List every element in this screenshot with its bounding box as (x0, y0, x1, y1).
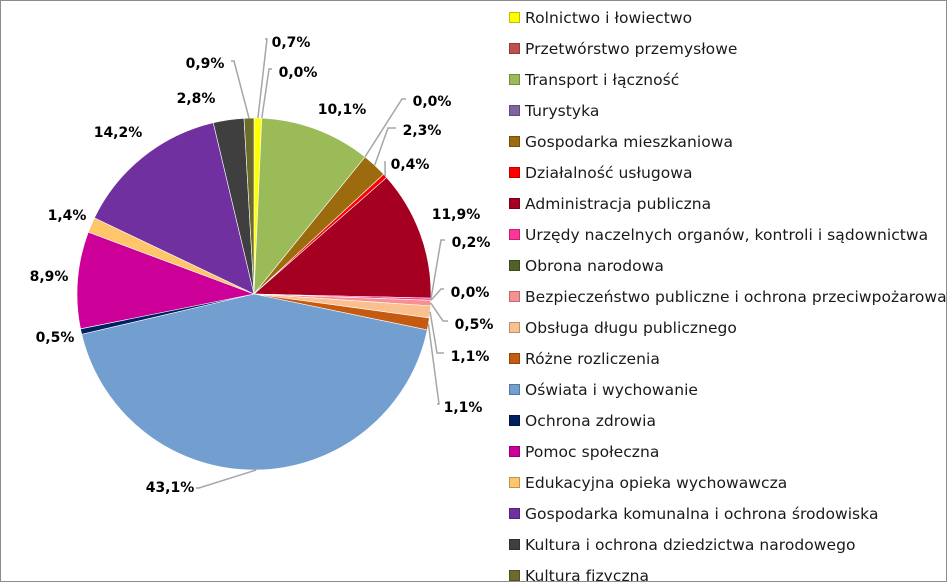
legend-swatch (509, 353, 520, 364)
legend-item: Ochrona zdrowia (509, 405, 946, 436)
legend-swatch (509, 167, 520, 178)
legend-swatch (509, 446, 520, 457)
legend-item: Kultura i ochrona dziedzictwa narodowego (509, 529, 946, 560)
legend-item: Obsługa długu publicznego (509, 312, 946, 343)
data-label: 0,2% (452, 235, 491, 251)
leader-line (384, 161, 386, 176)
legend-item: Rolnictwo i łowiectwo (509, 2, 946, 33)
data-label: 0,0% (279, 65, 318, 81)
legend-label: Pomoc społeczna (525, 442, 660, 461)
legend-swatch (509, 322, 520, 333)
data-label: 0,7% (272, 35, 311, 51)
legend-label: Działalność usługowa (525, 163, 693, 182)
legend-item: Obrona narodowa (509, 250, 946, 281)
data-label: 11,9% (432, 207, 481, 223)
leader-line (429, 311, 444, 354)
leader-line (430, 302, 448, 322)
data-label: 1,1% (444, 400, 483, 416)
legend-label: Ochrona zdrowia (525, 411, 657, 430)
legend-swatch (509, 260, 520, 271)
leader-line (261, 68, 272, 119)
pie-slices (76, 117, 432, 471)
legend-label: Administracja publiczna (525, 194, 712, 213)
legend-item: Administracja publiczna (509, 188, 946, 219)
legend-label: Turystyka (525, 101, 600, 120)
data-label: 2,3% (403, 123, 442, 139)
leader-line (430, 288, 444, 301)
data-label: 2,8% (177, 91, 216, 107)
data-label: 43,1% (146, 480, 195, 496)
legend-swatch (509, 508, 520, 519)
legend-label: Oświata i wychowanie (525, 380, 699, 399)
legend-item: Różne rozliczenia (509, 343, 946, 374)
legend-item: Bezpieczeństwo publiczne i ochrona przec… (509, 281, 946, 312)
legend-item: Przetwórstwo przemysłowe (509, 33, 946, 64)
legend-label: Urzędy naczelnych organów, kontroli i są… (525, 225, 929, 244)
leader-line (427, 323, 440, 405)
pie-slice (81, 293, 428, 471)
pie-slice (253, 117, 366, 295)
legend-swatch (509, 291, 520, 302)
legend-label: Gospodarka mieszkaniowa (525, 132, 734, 151)
data-labels: 0,7% 0,0% 10,1% 0,0% 2,3% 0,4% 11,9% 0,2% 0,0% 0,… (30, 35, 494, 496)
data-label: 0,9% (186, 56, 225, 72)
data-label: 10,1% (318, 102, 367, 118)
leader-line (430, 239, 445, 300)
pie-slice (76, 231, 256, 330)
legend-item: Kultura fizyczna (509, 560, 946, 582)
data-label: 0,0% (413, 94, 452, 110)
data-label: 1,4% (48, 208, 87, 224)
legend-label: Kultura fizyczna (525, 566, 650, 582)
legend-item: Gospodarka mieszkaniowa (509, 126, 946, 157)
leader-line (231, 60, 250, 119)
data-label: 14,2% (94, 125, 143, 141)
leader-line (364, 98, 406, 158)
legend-swatch (509, 384, 520, 395)
leader-lines (196, 38, 448, 489)
legend-label: Gospodarka komunalna i ochrona środowisk… (525, 504, 879, 523)
legend-item: Oświata i wychowanie (509, 374, 946, 405)
legend-item: Pomoc społeczna (509, 436, 946, 467)
pie-slice (94, 122, 255, 295)
legend-swatch (509, 12, 520, 23)
legend-label: Transport i łączność (525, 70, 680, 89)
legend-label: Rolnictwo i łowiectwo (525, 8, 693, 27)
data-label: 1,1% (451, 349, 490, 365)
data-label: 0,5% (455, 317, 494, 333)
legend-label: Edukacyjna opieka wychowawcza (525, 473, 788, 492)
legend-swatch (509, 198, 520, 209)
data-label: 8,9% (30, 269, 69, 285)
legend-swatch (509, 229, 520, 240)
data-label: 0,5% (36, 330, 75, 346)
legend-swatch (509, 415, 520, 426)
chart-legend: Rolnictwo i łowiectwo Przetwórstwo przemy… (509, 2, 946, 582)
legend-swatch (509, 74, 520, 85)
legend-label: Przetwórstwo przemysłowe (525, 39, 738, 58)
legend-swatch (509, 136, 520, 147)
leader-line (257, 38, 268, 119)
leader-line (196, 469, 257, 489)
legend-item: Transport i łączność (509, 64, 946, 95)
legend-label: Kultura i ochrona dziedzictwa narodowego (525, 535, 856, 554)
legend-label: Bezpieczeństwo publiczne i ochrona przec… (525, 287, 947, 306)
pie-slice (253, 177, 432, 299)
legend-item: Edukacyjna opieka wychowawcza (509, 467, 946, 498)
legend-item: Turystyka (509, 95, 946, 126)
legend-label: Różne rozliczenia (525, 349, 660, 368)
legend-swatch (509, 43, 520, 54)
leader-line (373, 127, 396, 166)
legend-label: Obsługa długu publicznego (525, 318, 737, 337)
legend-item: Gospodarka komunalna i ochrona środowisk… (509, 498, 946, 529)
legend-swatch (509, 570, 520, 581)
legend-item: Urzędy naczelnych organów, kontroli i są… (509, 219, 946, 250)
legend-swatch (509, 477, 520, 488)
data-label: 0,0% (451, 285, 490, 301)
legend-swatch (509, 539, 520, 550)
legend-swatch (509, 105, 520, 116)
data-label: 0,4% (391, 157, 430, 173)
legend-item: Działalność usługowa (509, 157, 946, 188)
legend-label: Obrona narodowa (525, 256, 664, 275)
